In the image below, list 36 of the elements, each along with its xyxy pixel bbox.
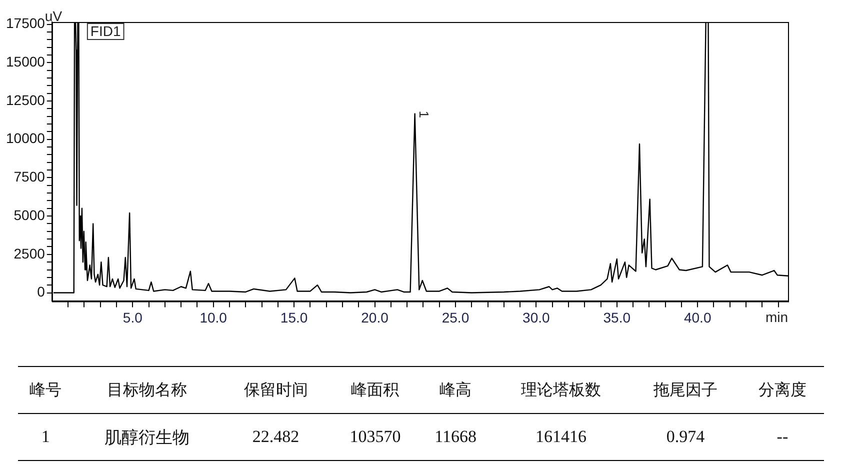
y-tick-label: 5000 — [14, 206, 46, 223]
text: 理论塔板数 — [492, 366, 630, 414]
y-tick-label: 2500 — [14, 245, 46, 262]
x-tick-label: 35.0 — [603, 309, 631, 326]
y-tick-label: 10000 — [6, 130, 46, 146]
annotation: FID1 — [90, 22, 121, 39]
text: 1 — [18, 414, 74, 460]
x-tick-label: 20.0 — [361, 309, 389, 326]
y-axis-title: uV — [44, 8, 63, 24]
x-tick-label: 40.0 — [684, 309, 712, 326]
text: 保留时间 — [220, 366, 332, 414]
text: 峰面积 — [331, 366, 420, 414]
text: 肌醇衍生物 — [73, 414, 220, 460]
y-tick-label: 7500 — [14, 168, 46, 185]
x-axis-title: min — [765, 309, 788, 326]
text: 目标物名称 — [73, 366, 220, 414]
annotation: 1 — [416, 110, 432, 118]
x-tick-label: 5.0 — [122, 309, 143, 326]
x-tick-label: 15.0 — [280, 309, 308, 326]
text: 22.482 — [220, 414, 332, 460]
x-tick-label: 25.0 — [442, 309, 470, 326]
text: 峰高 — [419, 366, 492, 414]
text: 0.974 — [630, 414, 741, 460]
text: 103570 — [331, 414, 420, 460]
y-tick-label: 15000 — [6, 54, 46, 70]
y-tick-label: 0 — [37, 284, 46, 300]
x-tick-label: 10.0 — [200, 309, 228, 326]
text: 分离度 — [740, 366, 824, 414]
x-tick-label: 30.0 — [522, 309, 550, 326]
text: 拖尾因子 — [630, 366, 741, 414]
text: 峰号 — [18, 366, 74, 414]
text: 161416 — [492, 414, 630, 460]
y-tick-label: 12500 — [6, 92, 46, 108]
text: 11668 — [419, 414, 492, 460]
text: -- — [740, 414, 824, 460]
y-tick-label: 17500 — [6, 15, 46, 32]
